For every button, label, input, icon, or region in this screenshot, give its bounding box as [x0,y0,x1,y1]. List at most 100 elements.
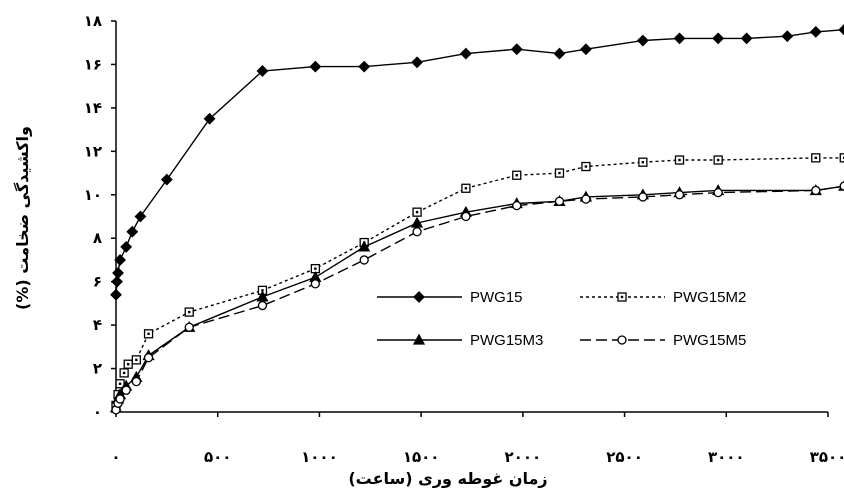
data-point [160,173,173,186]
y-tick-label: ۲ [93,360,102,378]
data-point [638,192,648,202]
x-tick-label: ۰ [111,448,120,466]
y-tick-label: ۶ [93,273,102,291]
data-point [712,32,725,45]
data-point [839,153,844,163]
data-point [674,190,685,200]
y-tick-label: ۰ [93,403,102,421]
y-tick-label: ۱۸ [84,12,102,30]
data-point [512,200,522,211]
x-tick-label: ۳۵۰۰ [810,448,844,466]
data-point [713,187,723,198]
data-point [809,25,822,38]
data-point [553,47,566,60]
y-tick-label: ۱۶ [84,55,102,73]
marker-dot [584,165,588,168]
data-point [126,225,139,238]
data-point [410,216,424,228]
data-point [134,210,147,223]
legend: PWG15 PWG15M2 PWG15M3 PWG15M5 [377,289,746,349]
y-tick-label: ۸ [93,229,102,247]
data-point [811,185,821,196]
data-point [110,288,122,301]
marker-dot [188,310,191,314]
data-point [121,385,131,395]
plot-area [116,21,828,412]
marker-dot [261,289,264,292]
legend-item: PWG15M5 [580,332,746,349]
data-point [580,43,592,56]
marker-dot [127,363,130,366]
x-axis-title: زمان غوطه وری (ساعت) [348,469,547,488]
data-point [781,30,794,43]
y-axis-ticks: ۰ ۲ ۴ ۶ ۸ ۱۰ ۱۲ ۱۴ ۱۶ ۱۸ [84,12,116,421]
marker-dot [122,371,126,375]
marker-dot [314,267,317,270]
data-point [184,322,194,332]
series-PWG15M5 [111,181,844,415]
marker-dot [678,158,681,162]
marker-dot [620,295,624,299]
data-point [358,60,371,73]
y-tick-label: ۴ [93,316,102,334]
data-point [309,60,322,73]
marker-dot [147,332,150,335]
marker-dot [464,187,468,190]
marker-dot [558,171,561,175]
marker-dot [814,156,817,160]
legend-marker [617,335,627,345]
data-point [143,353,154,363]
data-point [120,240,133,253]
marker-dot [641,160,645,164]
series-PWG15 [110,24,844,301]
data-point [461,211,471,222]
y-tick-label: ۱۴ [84,99,102,117]
legend-marker [412,333,426,345]
data-point [359,255,369,265]
data-point [114,254,126,266]
legend-label: PWG15M5 [673,332,746,349]
data-point [111,275,123,288]
data-point [358,240,371,252]
x-tick-label: ۱۰۰۰ [301,448,338,466]
data-point [256,65,269,77]
data-point [581,194,591,204]
data-point [554,196,565,206]
x-tick-label: ۵۰۰ [204,448,231,466]
marker-dot [415,210,419,214]
legend-item: PWG15M2 [580,289,746,306]
y-tick-label: ۱۰ [84,186,102,204]
y-tick-label: ۱۲ [84,142,102,160]
data-point [838,24,844,36]
legend-item: PWG15M3 [377,332,543,349]
legend-label: PWG15 [470,289,523,306]
data-point [839,181,844,191]
data-point [459,47,472,60]
data-point [112,267,124,279]
data-point [740,32,753,45]
legend-marker [413,291,425,303]
data-point [411,56,423,69]
legend-item: PWG15 [377,289,523,306]
data-point [131,376,141,387]
x-axis-ticks: ۰ ۵۰۰ ۱۰۰۰ ۱۵۰۰ ۲۰۰۰ ۲۵۰۰ ۳۰۰۰ ۳۵۰۰ [111,412,844,466]
data-point [412,227,422,237]
data-point [115,394,125,404]
data-point [673,32,686,45]
marker-dot [515,174,518,177]
data-point [203,112,216,125]
marker-dot [118,382,122,385]
data-point [256,290,269,302]
marker-dot [716,158,720,162]
x-tick-label: ۳۰۰۰ [708,448,745,466]
legend-label: PWG15M3 [470,332,543,349]
x-tick-label: ۲۰۰۰ [505,448,542,466]
x-tick-label: ۱۵۰۰ [403,448,440,466]
series-layer [109,24,844,415]
data-point [510,43,523,56]
marker-dot [135,358,138,362]
data-point [257,300,268,311]
y-axis-title: واکشیدگی ضخامت (%) [13,126,32,310]
x-tick-label: ۲۵۰۰ [606,448,643,466]
